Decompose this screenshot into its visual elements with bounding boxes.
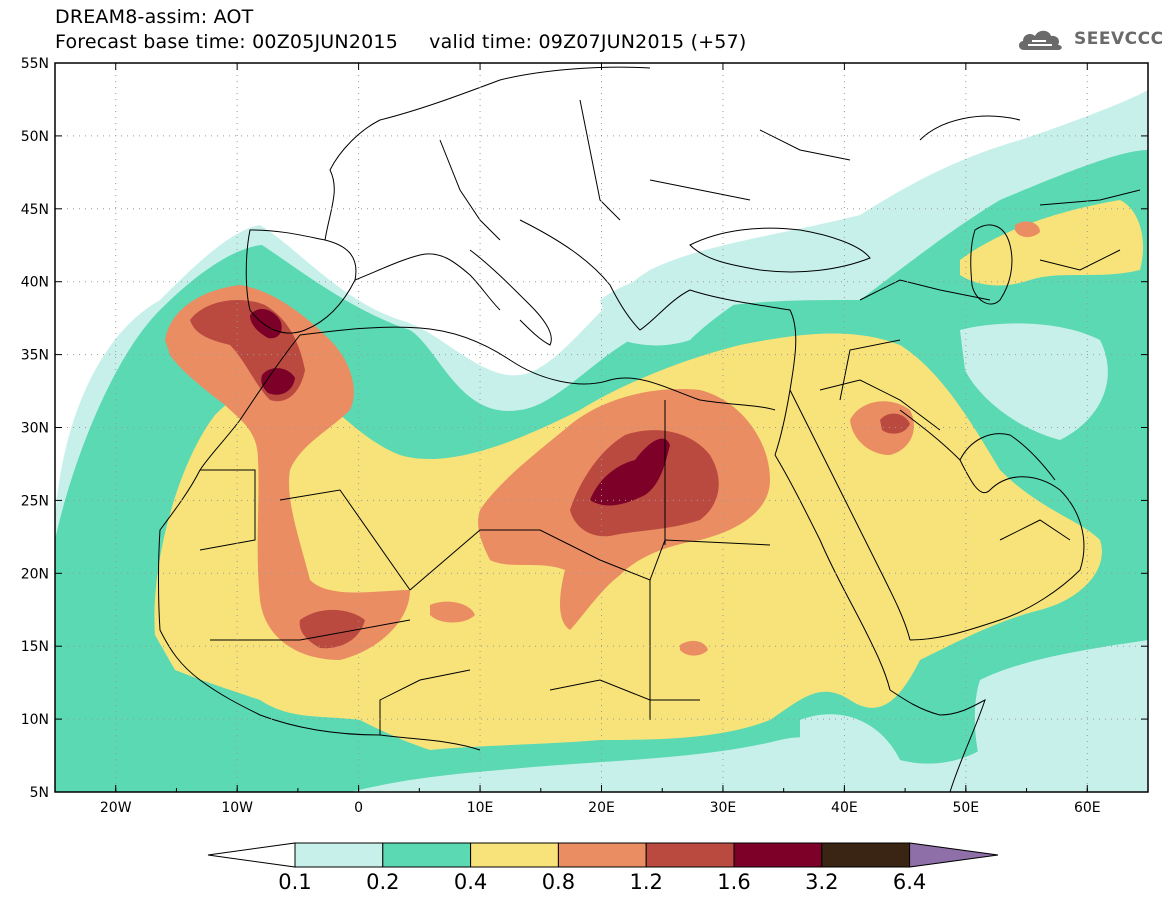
lat-label: 20N: [21, 566, 49, 582]
lon-label: 30E: [710, 800, 737, 816]
latitude-labels: 55N 50N 45N 40N 35N 30N 25N 20N 15N 10N 5N: [21, 56, 49, 801]
lat-label: 50N: [21, 129, 49, 145]
logo-text: SEEVCCC: [1074, 29, 1164, 49]
colorbar-swatch: [645, 842, 735, 868]
axis-ticks: [54, 62, 1149, 793]
colorbar-swatch: [821, 842, 911, 868]
colorbar-label: 0.2: [366, 870, 399, 894]
graticule: [55, 63, 1148, 792]
aot-level-1-6: [250, 308, 282, 339]
lat-label: 25N: [21, 493, 49, 509]
cloud-icon: [1018, 30, 1062, 50]
colorbar-swatch: [470, 842, 559, 868]
aot-level-0-8: [165, 285, 410, 660]
lon-label: 40E: [831, 800, 858, 816]
colorbar-swatch: [557, 842, 647, 868]
lon-label: 20E: [588, 800, 615, 816]
aot-colorbar: 0.1 0.2 0.4 0.8 1.2 1.6 3.2 6.4: [207, 842, 999, 894]
lon-label: 60E: [1074, 800, 1101, 816]
colorbar-label: 1.6: [717, 870, 750, 894]
lat-label: 35N: [21, 348, 49, 364]
colorbar-under-arrow: [207, 842, 296, 868]
colorbar-label: 6.4: [893, 870, 926, 894]
forecast-time-subtitle: Forecast base time: 00Z05JUN2015 valid t…: [55, 31, 747, 53]
colorbar-swatch: [294, 842, 384, 868]
lat-label: 30N: [21, 421, 49, 437]
colorbar-swatch: [733, 842, 823, 868]
lon-label: 10W: [221, 800, 253, 816]
lat-label: 10N: [21, 712, 49, 728]
map-title: DREAM8-assim: AOT: [55, 6, 254, 28]
lon-label: 0: [354, 800, 363, 816]
lon-label: 10E: [467, 800, 494, 816]
colorbar-label: 3.2: [805, 870, 838, 894]
colorbar-swatch: [382, 842, 472, 868]
colorbar-label: 0.8: [542, 870, 575, 894]
lat-label: 55N: [21, 56, 49, 72]
colorbar-label: 1.2: [629, 870, 662, 894]
lat-label: 40N: [21, 275, 49, 291]
seevccc-logo: SEEVCCC: [1016, 26, 1164, 52]
longitude-labels: 20W 10W 0 10E 20E 30E 40E 50E 60E: [100, 800, 1101, 816]
lon-label: 50E: [952, 800, 979, 816]
lat-label: 15N: [21, 639, 49, 655]
colorbar-label: 0.4: [454, 870, 487, 894]
colorbar-label: 0.1: [278, 870, 311, 894]
lat-label: 5N: [30, 785, 49, 801]
lon-label: 20W: [100, 800, 132, 816]
lat-label: 45N: [21, 202, 49, 218]
colorbar-over-arrow: [909, 842, 999, 868]
coastlines: [158, 66, 1141, 792]
